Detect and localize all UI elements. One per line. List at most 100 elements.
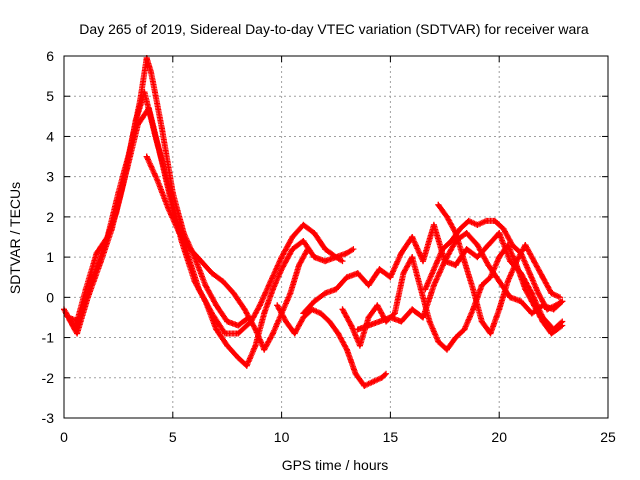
data-point [398, 318, 405, 325]
axis-ticks: 0 5 10 15 20 25 -3 -2 -1 0 1 2 3 4 5 6 [42, 48, 616, 445]
data-point [452, 334, 459, 341]
chart-title: Day 265 of 2019, Sidereal Day-to-day VTE… [79, 21, 589, 37]
data-point [478, 318, 485, 325]
data-point [300, 310, 307, 317]
y-tick-label: 5 [46, 88, 54, 104]
data-point [426, 318, 433, 325]
data-point [187, 246, 194, 253]
data-point [176, 229, 183, 236]
x-axis-label: GPS time / hours [282, 457, 389, 473]
data-point [326, 318, 333, 325]
data-point [548, 290, 555, 297]
data-point [208, 310, 215, 317]
data-point [409, 306, 416, 313]
data-point [420, 258, 427, 265]
data-point [500, 225, 507, 232]
x-tick-label: 20 [491, 429, 507, 445]
y-tick-label: -3 [42, 410, 55, 426]
y-tick-label: 0 [46, 289, 54, 305]
data-point [348, 322, 355, 329]
data-point [311, 298, 318, 305]
data-point [311, 254, 318, 261]
data-point [300, 238, 307, 245]
data-point [463, 246, 470, 253]
series-track-3 [65, 105, 346, 337]
data-point [311, 229, 318, 236]
x-tick-label: 15 [383, 429, 399, 445]
data-point [365, 314, 372, 321]
data-point [343, 274, 350, 281]
data-point [443, 346, 450, 353]
data-point [304, 246, 311, 253]
data-point [354, 326, 361, 333]
data-point [224, 342, 231, 349]
data-point [361, 382, 368, 389]
data-point [124, 165, 131, 172]
data-point [141, 89, 148, 96]
data-point [526, 270, 533, 277]
data-point [145, 105, 152, 112]
data-point [398, 250, 405, 257]
data-point [322, 258, 329, 265]
data-point [509, 242, 516, 249]
data-point [256, 302, 263, 309]
data-point [507, 294, 514, 301]
data-point [261, 310, 268, 317]
data-point [504, 278, 511, 285]
data-point [441, 258, 448, 265]
data-point [485, 262, 492, 269]
data-point [235, 322, 242, 329]
data-point [282, 318, 289, 325]
data-point [158, 125, 165, 132]
data-point [474, 254, 481, 261]
data-point [333, 254, 339, 261]
data-point [391, 310, 398, 317]
data-point [278, 266, 285, 273]
data-point [289, 246, 296, 253]
data-point [235, 330, 242, 337]
data-point [474, 242, 481, 249]
data-point [452, 262, 459, 269]
y-tick-label: 1 [46, 249, 54, 265]
data-point [435, 201, 442, 208]
data-point [65, 314, 72, 321]
data-point [448, 238, 455, 245]
data-point [76, 318, 83, 325]
data-point [400, 270, 407, 277]
x-tick-label: 0 [60, 429, 68, 445]
y-tick-label: 3 [46, 169, 54, 185]
data-point [539, 274, 546, 281]
data-point [474, 221, 481, 228]
data-point [461, 258, 468, 265]
data-point [376, 266, 383, 273]
data-point [365, 322, 372, 329]
data-point [496, 278, 503, 285]
data-point [496, 306, 503, 313]
data-point [339, 258, 346, 265]
data-point [457, 225, 464, 232]
data-point [339, 306, 346, 313]
data-point [335, 330, 342, 337]
data-point [296, 262, 303, 269]
data-point [535, 290, 542, 297]
data-point [485, 242, 492, 249]
data-point [531, 302, 538, 309]
data-point [230, 290, 237, 297]
data-point [409, 234, 416, 240]
data-point [222, 330, 229, 337]
data-point [156, 149, 163, 156]
data-point [100, 246, 107, 253]
y-axis-label: SDTVAR / TECUs [7, 182, 23, 294]
x-tick-label: 10 [274, 429, 290, 445]
y-tick-label: -1 [42, 330, 55, 346]
data-point [350, 246, 357, 253]
data-point [559, 322, 566, 329]
data-point [491, 217, 498, 224]
data-point [213, 302, 220, 309]
data-point [224, 318, 231, 325]
data-point [463, 229, 470, 236]
x-tick-label: 5 [169, 429, 177, 445]
data-point [154, 177, 161, 184]
plot-frame [63, 55, 609, 419]
